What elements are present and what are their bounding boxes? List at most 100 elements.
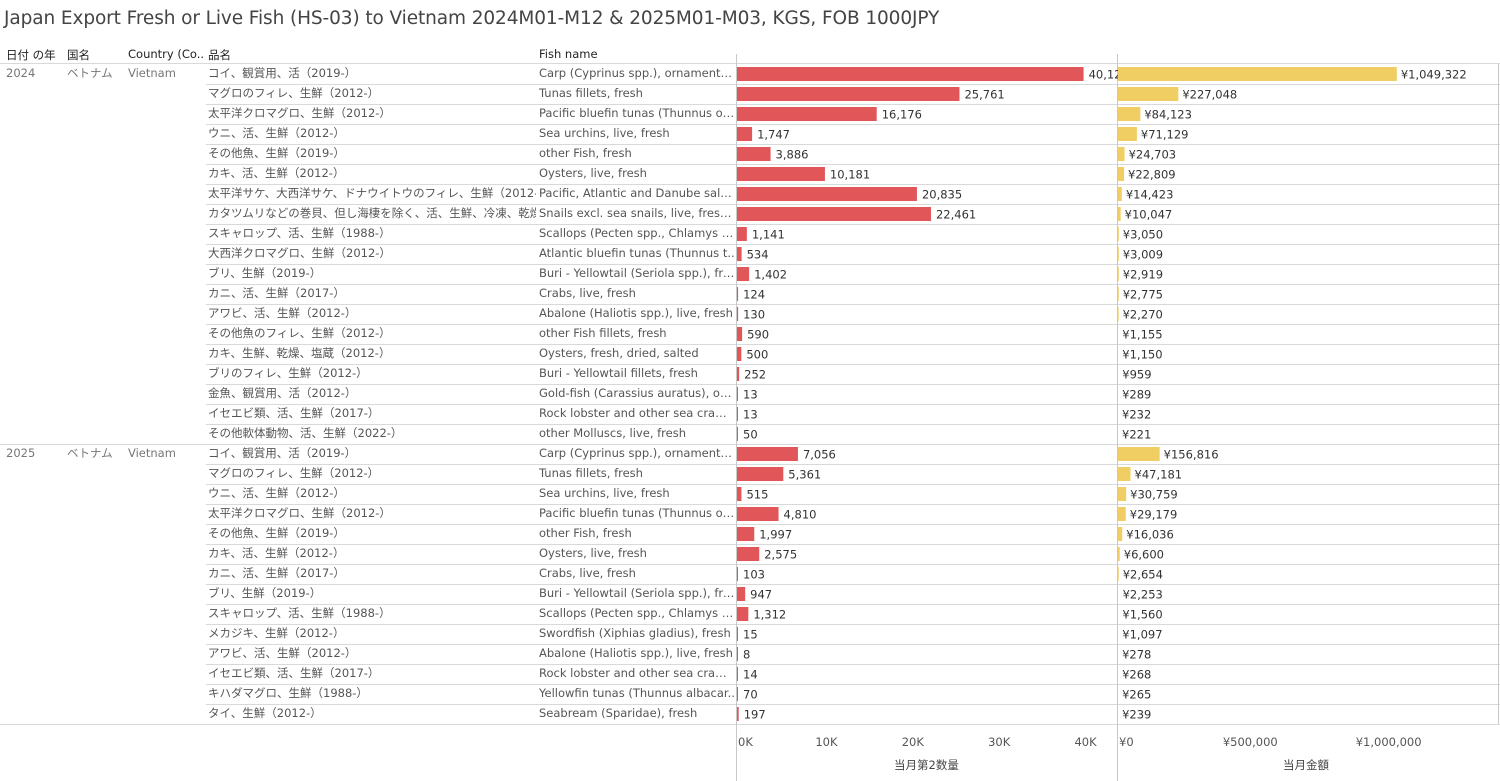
qty-bar[interactable] bbox=[737, 467, 784, 481]
fish-name-label[interactable]: Oysters, fresh, dried, salted bbox=[539, 346, 699, 360]
amt-bar[interactable] bbox=[1118, 287, 1119, 301]
amt-bar[interactable] bbox=[1118, 507, 1126, 521]
item-jp-label[interactable]: マグロのフィレ、生鮮（2012-） bbox=[208, 86, 380, 100]
item-jp-label[interactable]: コイ、観賞用、活（2019-） bbox=[208, 66, 357, 80]
item-jp-label[interactable]: アワビ、活、生鮮（2012-） bbox=[208, 306, 357, 320]
country-jp-label[interactable]: ベトナム bbox=[67, 66, 113, 80]
item-jp-label[interactable]: カニ、活、生鮮（2017-） bbox=[208, 286, 345, 300]
fish-name-label[interactable]: other Molluscs, live, fresh bbox=[539, 426, 687, 440]
item-jp-label[interactable]: スキャロップ、活、生鮮（1988-） bbox=[208, 606, 391, 620]
item-jp-label[interactable]: ウニ、活、生鮮（2012-） bbox=[208, 126, 345, 140]
fish-name-label[interactable]: Tunas fillets, fresh bbox=[539, 466, 643, 480]
item-jp-label[interactable]: メカジキ、生鮮（2012-） bbox=[208, 626, 345, 640]
fish-name-label[interactable]: Pacific bluefin tunas (Thunnus ori.. bbox=[539, 506, 735, 520]
fish-name-label[interactable]: other Fish, fresh bbox=[539, 146, 632, 160]
fish-name-label[interactable]: other Fish, fresh bbox=[539, 526, 632, 540]
item-jp-label[interactable]: イセエビ類、活、生鮮（2017-） bbox=[208, 406, 380, 420]
qty-bar[interactable] bbox=[737, 107, 877, 121]
qty-bar[interactable] bbox=[737, 187, 917, 201]
item-jp-label[interactable]: カキ、活、生鮮（2012-） bbox=[208, 546, 345, 560]
item-jp-label[interactable]: コイ、観賞用、活（2019-） bbox=[208, 446, 357, 460]
fish-name-label[interactable]: Gold-fish (Carassius auratus), orn.. bbox=[539, 386, 735, 400]
qty-bar[interactable] bbox=[737, 307, 739, 321]
qty-bar[interactable] bbox=[737, 447, 798, 461]
item-jp-label[interactable]: ブリ、生鮮（2019-） bbox=[208, 266, 322, 280]
item-jp-label[interactable]: イセエビ類、活、生鮮（2017-） bbox=[208, 666, 380, 680]
qty-bar[interactable] bbox=[737, 207, 931, 221]
qty-bar[interactable] bbox=[737, 367, 740, 381]
fish-name-label[interactable]: Yellowfin tunas (Thunnus albacar.. bbox=[539, 686, 735, 700]
fish-name-label[interactable]: Carp (Cyprinus spp.), ornamental .. bbox=[539, 446, 735, 460]
item-jp-label[interactable]: キハダマグロ、生鮮（1988-） bbox=[208, 686, 368, 700]
fish-name-label[interactable]: Abalone (Haliotis spp.), live, fresh bbox=[539, 646, 733, 660]
item-jp-label[interactable]: マグロのフィレ、生鮮（2012-） bbox=[208, 466, 380, 480]
fish-name-label[interactable]: Scallops (Pecten spp., Chlamys sp.. bbox=[539, 606, 735, 620]
country-label[interactable]: Vietnam bbox=[128, 66, 176, 80]
fish-name-label[interactable]: Seabream (Sparidae), fresh bbox=[539, 706, 698, 720]
fish-name-label[interactable]: Pacific, Atlantic and Danube salm.. bbox=[539, 186, 735, 200]
item-jp-label[interactable]: カキ、活、生鮮（2012-） bbox=[208, 166, 345, 180]
qty-bar[interactable] bbox=[737, 487, 742, 501]
fish-name-label[interactable]: Carp (Cyprinus spp.), ornamental .. bbox=[539, 66, 735, 80]
country-label[interactable]: Vietnam bbox=[128, 446, 176, 460]
amt-bar[interactable] bbox=[1118, 247, 1119, 261]
fish-name-label[interactable]: Pacific bluefin tunas (Thunnus ori.. bbox=[539, 106, 735, 120]
item-jp-label[interactable]: カキ、生鮮、乾燥、塩蔵（2012-） bbox=[208, 346, 391, 360]
amt-bar[interactable] bbox=[1118, 67, 1397, 81]
header-fish-name[interactable]: Fish name bbox=[539, 47, 598, 61]
item-jp-label[interactable]: 太平洋サケ、大西洋サケ、ドナウイトウのフィレ、生鮮（2012-） bbox=[208, 186, 536, 200]
item-jp-label[interactable]: ブリのフィレ、生鮮（2012-） bbox=[208, 366, 368, 380]
fish-name-label[interactable]: Sea urchins, live, fresh bbox=[539, 486, 670, 500]
header-country-jp[interactable]: 国名 bbox=[67, 48, 90, 62]
fish-name-label[interactable]: Tunas fillets, fresh bbox=[539, 86, 643, 100]
year-label[interactable]: 2024 bbox=[6, 66, 36, 80]
qty-bar[interactable] bbox=[737, 527, 755, 541]
country-jp-label[interactable]: ベトナム bbox=[67, 446, 113, 460]
qty-bar[interactable] bbox=[737, 627, 738, 641]
amt-bar[interactable] bbox=[1118, 487, 1127, 501]
qty-bar[interactable] bbox=[737, 687, 738, 701]
qty-bar[interactable] bbox=[737, 247, 742, 261]
qty-bar[interactable] bbox=[737, 327, 743, 341]
fish-name-label[interactable]: Abalone (Haliotis spp.), live, fresh bbox=[539, 306, 733, 320]
item-jp-label[interactable]: 金魚、観賞用、活（2012-） bbox=[208, 386, 357, 400]
item-jp-label[interactable]: 太平洋クロマグロ、生鮮（2012-） bbox=[208, 506, 391, 520]
item-jp-label[interactable]: タイ、生鮮（2012-） bbox=[208, 706, 322, 720]
header-year[interactable]: 日付 の年 bbox=[6, 48, 56, 62]
item-jp-label[interactable]: その他軟体動物、活、生鮮（2022-） bbox=[208, 426, 403, 440]
qty-bar[interactable] bbox=[737, 167, 825, 181]
qty-bar[interactable] bbox=[737, 267, 750, 281]
fish-name-label[interactable]: Swordfish (Xiphias gladius), fresh bbox=[539, 626, 731, 640]
qty-bar[interactable] bbox=[737, 127, 753, 141]
item-jp-label[interactable]: スキャロップ、活、生鮮（1988-） bbox=[208, 226, 391, 240]
amt-bar[interactable] bbox=[1118, 307, 1119, 321]
year-label[interactable]: 2025 bbox=[6, 446, 36, 460]
qty-bar[interactable] bbox=[737, 387, 738, 401]
fish-name-label[interactable]: Buri - Yellowtail (Seriola spp.), fre.. bbox=[539, 586, 735, 600]
amt-bar[interactable] bbox=[1118, 167, 1125, 181]
amt-bar[interactable] bbox=[1118, 147, 1125, 161]
item-jp-label[interactable]: 太平洋クロマグロ、生鮮（2012-） bbox=[208, 106, 391, 120]
header-item-jp[interactable]: 品名 bbox=[208, 48, 231, 62]
fish-name-label[interactable]: Atlantic bluefin tunas (Thunnus t.. bbox=[539, 246, 735, 260]
item-jp-label[interactable]: その他魚、生鮮（2019-） bbox=[208, 526, 345, 540]
amt-bar[interactable] bbox=[1118, 207, 1121, 221]
amt-bar[interactable] bbox=[1118, 467, 1131, 481]
qty-bar[interactable] bbox=[737, 607, 749, 621]
qty-bar[interactable] bbox=[737, 547, 760, 561]
amt-bar[interactable] bbox=[1118, 107, 1141, 121]
fish-name-label[interactable]: Rock lobster and other sea crawfi.. bbox=[539, 406, 735, 420]
fish-name-label[interactable]: Rock lobster and other sea crawfi.. bbox=[539, 666, 735, 680]
item-jp-label[interactable]: ブリ、生鮮（2019-） bbox=[208, 586, 322, 600]
qty-bar[interactable] bbox=[737, 347, 742, 361]
fish-name-label[interactable]: Buri - Yellowtail (Seriola spp.), fre.. bbox=[539, 266, 735, 280]
qty-bar[interactable] bbox=[737, 407, 738, 421]
qty-bar[interactable] bbox=[737, 507, 779, 521]
qty-bar[interactable] bbox=[737, 707, 739, 721]
item-jp-label[interactable]: アワビ、活、生鮮（2012-） bbox=[208, 646, 357, 660]
qty-bar[interactable] bbox=[737, 667, 738, 681]
fish-name-label[interactable]: Sea urchins, live, fresh bbox=[539, 126, 670, 140]
amt-bar[interactable] bbox=[1118, 267, 1119, 281]
item-jp-label[interactable]: その他魚、生鮮（2019-） bbox=[208, 146, 345, 160]
fish-name-label[interactable]: Oysters, live, fresh bbox=[539, 546, 647, 560]
